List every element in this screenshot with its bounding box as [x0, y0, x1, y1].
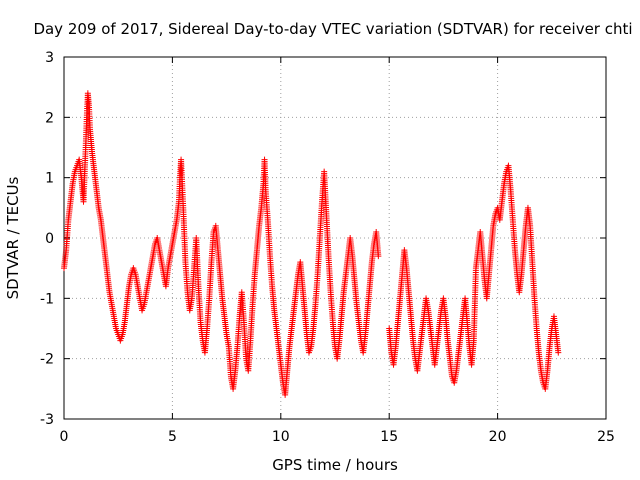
data-point-interp	[223, 329, 230, 336]
data-point-interp	[118, 333, 125, 340]
data-point-interp	[156, 245, 163, 252]
data-point-interp	[424, 305, 431, 312]
data-point-interp	[108, 299, 115, 306]
x-tick-label: 15	[380, 429, 398, 445]
data-point-interp	[453, 369, 460, 376]
x-tick-label: 10	[272, 429, 290, 445]
y-tick-label: 2	[45, 110, 54, 126]
data-point-interp	[69, 182, 76, 189]
y-tick-label: -3	[40, 412, 54, 428]
data-point-interp	[131, 269, 138, 276]
data-point-interp	[537, 365, 544, 372]
data-point-interp	[71, 170, 78, 177]
data-point-interp	[143, 291, 150, 298]
y-tick-label: 0	[45, 231, 54, 247]
data-point-interp	[307, 345, 314, 352]
data-point-interp	[145, 279, 152, 286]
data-point-interp	[375, 251, 382, 258]
x-tick-label: 5	[168, 429, 177, 445]
data-point-interp	[500, 182, 507, 189]
series-points	[61, 90, 562, 398]
data-point-interp	[136, 293, 143, 300]
data-point-interp	[121, 321, 128, 328]
x-tick-label: 25	[597, 429, 615, 445]
data-point-interp	[164, 267, 171, 274]
y-tick-label: 1	[45, 171, 54, 187]
x-tick-label: 0	[60, 429, 69, 445]
data-point-interp	[127, 273, 134, 280]
axis-ticks: 0 5 10 15 20 25 -3 -2 -1 0 1 2 3	[40, 50, 615, 445]
data-point-interp	[125, 285, 132, 292]
data-point-interp	[188, 297, 195, 304]
y-tick-label: -1	[40, 291, 54, 307]
data-points	[61, 90, 562, 398]
data-point-interp	[225, 341, 232, 348]
data-point-interp	[110, 311, 117, 318]
data-point-interp	[149, 255, 156, 262]
data-point-interp	[166, 255, 173, 262]
y-tick-label: 3	[45, 50, 54, 66]
data-point-interp	[112, 323, 119, 330]
chart-title: Day 209 of 2017, Sidereal Day-to-day VTE…	[33, 20, 632, 38]
data-point-interp	[171, 230, 178, 237]
data-point-interp	[97, 214, 104, 221]
series-interpolated-marks	[61, 92, 562, 396]
data-point-interp	[134, 281, 141, 288]
x-tick-label: 20	[489, 429, 507, 445]
data-point-interp	[147, 267, 154, 274]
x-axis-label: GPS time / hours	[272, 456, 398, 474]
data-point-interp	[555, 347, 562, 354]
data-point-interp	[169, 243, 176, 250]
data-point-interp	[158, 257, 165, 264]
data-point-interp	[114, 329, 121, 336]
data-point-interp	[140, 303, 147, 310]
data-point-interp	[95, 202, 102, 209]
data-point-interp	[173, 218, 180, 225]
y-axis-label: SDTVAR / TECUs	[4, 176, 22, 299]
data-point-interp	[490, 224, 497, 231]
data-point-interp	[106, 287, 113, 294]
y-tick-label: -2	[40, 352, 54, 368]
